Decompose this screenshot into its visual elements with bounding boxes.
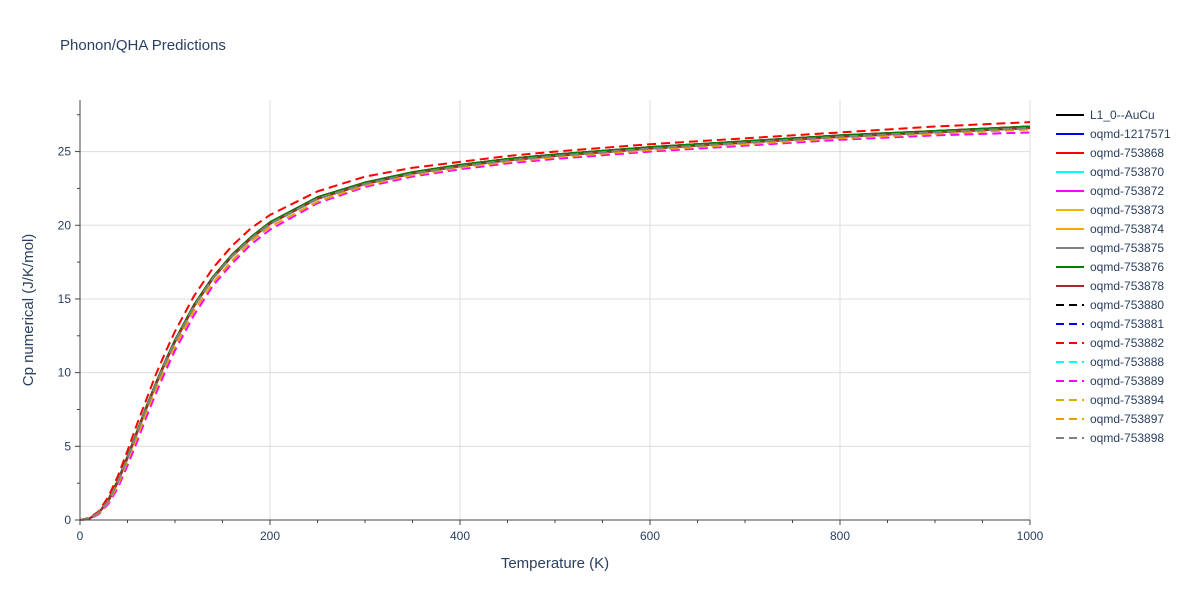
legend-label: oqmd-753872 (1090, 184, 1164, 198)
x-axis-title: Temperature (K) (501, 555, 609, 572)
y-tick-label: 10 (58, 366, 72, 380)
legend-label: oqmd-753888 (1090, 355, 1164, 369)
legend-label: oqmd-753873 (1090, 203, 1164, 217)
x-tick-label: 400 (450, 529, 470, 543)
series-line-l1-0-aucu (79, 125, 1031, 521)
series-line-oqmd-753872 (79, 127, 1031, 521)
legend-label: oqmd-753870 (1090, 165, 1164, 179)
y-tick-label: 5 (64, 439, 71, 453)
series-line-oqmd-753882 (79, 121, 1031, 521)
series-line-oqmd-753897 (79, 128, 1031, 521)
series-line-oqmd-753878 (79, 127, 1031, 521)
x-tick-label: 200 (260, 529, 280, 543)
grid (80, 100, 1031, 520)
legend-label: L1_0--AuCu (1090, 108, 1155, 122)
chart-title: Phonon/QHA Predictions (60, 37, 226, 54)
x-tick-label: 0 (77, 529, 84, 543)
axes: 0 200 400 600 800 1000 0 5 10 15 20 25 (58, 100, 1044, 543)
series-line-oqmd-1217571 (79, 127, 1031, 521)
series-line-oqmd-753874 (79, 127, 1031, 521)
series-line-oqmd-753894 (79, 127, 1031, 521)
series-line-oqmd-753868 (79, 125, 1031, 521)
y-tick-label: 0 (64, 513, 71, 527)
series-line-oqmd-753875 (79, 127, 1031, 521)
legend: L1_0--AuCu oqmd-1217571 oqmd-753868 oqmd-75… (1056, 108, 1171, 445)
legend-label: oqmd-753874 (1090, 222, 1164, 236)
series-line-oqmd-753889 (79, 131, 1031, 521)
x-tick-label: 800 (830, 529, 850, 543)
series-line-oqmd-753876 (79, 125, 1031, 521)
x-tick-label: 600 (640, 529, 660, 543)
legend-label: oqmd-753894 (1090, 393, 1164, 407)
series-line-oqmd-753898 (79, 127, 1031, 521)
legend-label: oqmd-753889 (1090, 374, 1164, 388)
legend-label: oqmd-753881 (1090, 317, 1164, 331)
x-tick-label: 1000 (1017, 529, 1044, 543)
legend-label: oqmd-753882 (1090, 336, 1164, 350)
plot-area (79, 121, 1031, 521)
legend-label: oqmd-753897 (1090, 412, 1164, 426)
series-line-oqmd-753880 (79, 127, 1031, 521)
legend-label: oqmd-753898 (1090, 431, 1164, 445)
y-tick-label: 15 (58, 292, 72, 306)
series-line-oqmd-753870 (79, 127, 1031, 521)
legend-label: oqmd-753875 (1090, 241, 1164, 255)
legend-label: oqmd-753876 (1090, 260, 1164, 274)
y-axis-title: Cp numerical (J/K/mol) (20, 234, 37, 387)
series-line-oqmd-753873 (79, 127, 1031, 521)
legend-label: oqmd-753878 (1090, 279, 1164, 293)
legend-label: oqmd-753880 (1090, 298, 1164, 312)
series-line-oqmd-753881 (79, 127, 1031, 521)
y-tick-label: 20 (58, 218, 72, 232)
series-line-oqmd-753888 (79, 127, 1031, 521)
legend-label: oqmd-753868 (1090, 146, 1164, 160)
y-tick-label: 25 (58, 145, 72, 159)
legend-label: oqmd-1217571 (1090, 127, 1171, 141)
